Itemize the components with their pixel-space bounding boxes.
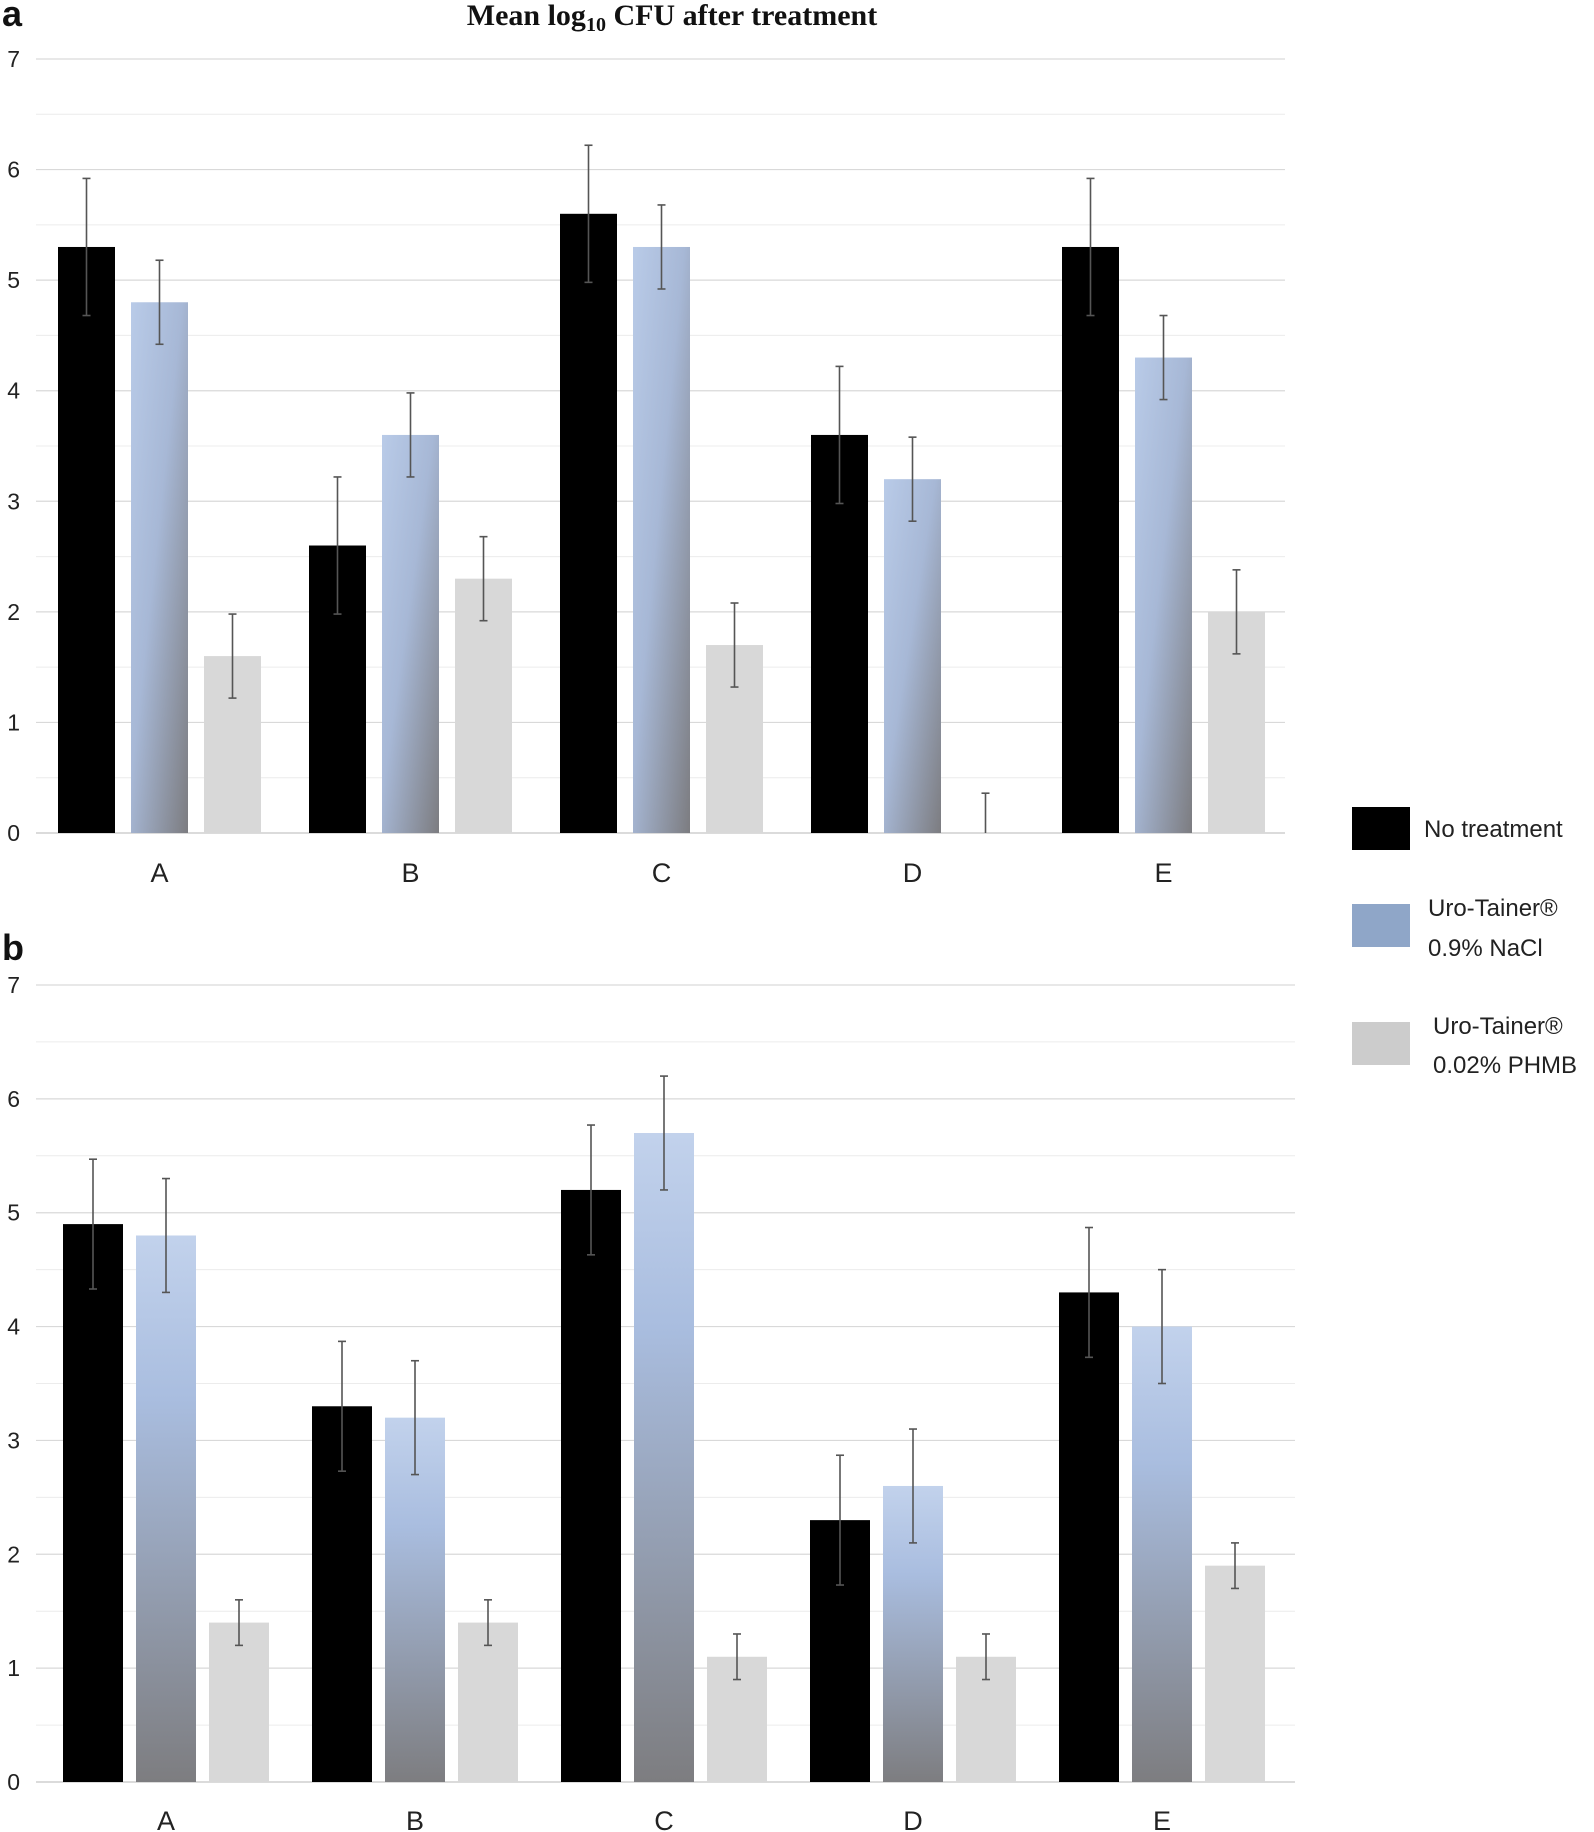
panel-label: b (2, 927, 24, 968)
legend-label-phmb-line1: Uro-Tainer® (1433, 1013, 1563, 1040)
x-tick-label: B (401, 858, 419, 888)
bar-no-treatment-c (561, 1189, 621, 1782)
y-tick-label: 5 (7, 1200, 20, 1226)
y-tick-label: 1 (7, 709, 20, 735)
y-tick-label: 7 (7, 972, 20, 998)
bar-no-treatment-e (1062, 246, 1119, 833)
bar-no-treatment-a (58, 246, 115, 833)
panel-label: a (2, 0, 23, 34)
bar-nacl-b (382, 434, 439, 833)
panel-a: a 0 1 2 3 4 5 6 7 A B C D E (2, 0, 1285, 888)
bar-phmb-b (458, 1622, 518, 1782)
x-tick-label: A (150, 858, 168, 888)
y-tick-label: 3 (7, 488, 20, 514)
y-tick-label: 2 (7, 599, 20, 625)
y-tick-label: 4 (7, 378, 20, 404)
bar-nacl-a (131, 302, 188, 833)
bar-nacl-b (385, 1417, 445, 1782)
y-tick-label: 3 (7, 1427, 20, 1453)
x-tick-label: E (1154, 858, 1172, 888)
legend-swatch-phmb (1352, 1022, 1410, 1065)
bar-nacl-e (1132, 1326, 1192, 1782)
legend-swatch-nacl (1352, 904, 1410, 947)
bar-nacl-e (1135, 357, 1192, 833)
legend: No treatment Uro-Tainer® 0.9% NaCl Uro-T… (1352, 807, 1577, 1079)
y-tick-label: 4 (7, 1314, 20, 1340)
y-tick-label: 2 (7, 1541, 20, 1567)
bar-nacl-c (633, 246, 690, 833)
bar-phmb-e (1205, 1565, 1265, 1782)
x-tick-label: C (652, 858, 672, 888)
x-tick-label: A (157, 1806, 175, 1832)
y-tick-label: 6 (7, 157, 20, 183)
bar-nacl-c (634, 1133, 694, 1782)
y-tick-label: 0 (7, 820, 20, 846)
x-tick-label: C (654, 1806, 674, 1832)
x-tick-label: E (1153, 1806, 1171, 1832)
y-tick-label: 0 (7, 1769, 20, 1795)
y-tick-label: 5 (7, 267, 20, 293)
y-tick-label: 7 (7, 46, 20, 72)
x-tick-label: B (406, 1806, 424, 1832)
y-tick-label: 6 (7, 1086, 20, 1112)
legend-label-nacl-line1: Uro-Tainer® (1428, 895, 1558, 922)
bar-no-treatment-a (63, 1224, 123, 1782)
legend-label-no-treatment: No treatment (1424, 816, 1563, 843)
chart-title: Mean log10 CFU after treatment (467, 0, 877, 36)
panel-b: b 0 1 2 3 4 5 6 7 A B C D E (2, 927, 1295, 1832)
bar-no-treatment-e (1059, 1292, 1119, 1782)
x-tick-label: D (903, 1806, 923, 1832)
legend-label-phmb-line2: 0.02% PHMB (1433, 1052, 1577, 1079)
legend-swatch-no-treatment (1352, 807, 1410, 850)
bar-nacl-d (884, 479, 941, 833)
title-subscript: 10 (586, 14, 606, 36)
bar-nacl-a (136, 1235, 196, 1782)
legend-label-nacl-line2: 0.9% NaCl (1428, 935, 1543, 962)
y-tick-label: 1 (7, 1655, 20, 1681)
bar-phmb-a (209, 1622, 269, 1782)
title-rest: CFU after treatment (606, 0, 877, 32)
x-tick-label: D (903, 858, 923, 888)
bar-no-treatment-c (560, 213, 617, 834)
